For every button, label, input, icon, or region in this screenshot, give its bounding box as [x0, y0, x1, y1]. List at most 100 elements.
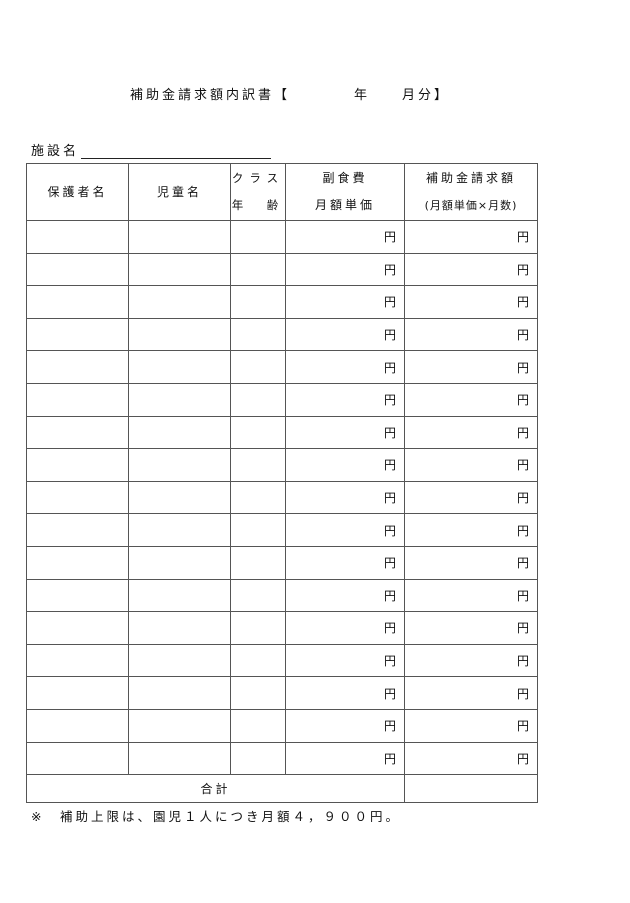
class-age-cell[interactable]: [230, 317, 286, 352]
fee-cell[interactable]: 円: [285, 708, 405, 743]
document-title: 補助金請求額内訳書【 年 月分】: [129, 88, 450, 103]
claim-cell[interactable]: 円: [404, 252, 538, 287]
fee-cell[interactable]: 円: [285, 317, 405, 352]
fee-cell[interactable]: 円: [285, 480, 405, 515]
child-cell[interactable]: [128, 643, 231, 678]
class-age-cell[interactable]: [230, 741, 286, 776]
child-cell[interactable]: [128, 317, 231, 352]
child-cell[interactable]: [128, 448, 231, 482]
child-cell[interactable]: [128, 676, 231, 710]
guardian-cell[interactable]: [26, 578, 129, 613]
claim-cell[interactable]: 円: [404, 415, 538, 450]
guardian-cell[interactable]: [26, 708, 129, 743]
class-age-cell[interactable]: [230, 643, 286, 678]
fee-cell[interactable]: 円: [285, 741, 405, 776]
child-cell[interactable]: [128, 220, 231, 254]
claim-cell[interactable]: 円: [404, 382, 538, 417]
fee-cell[interactable]: 円: [285, 350, 405, 384]
guardian-cell[interactable]: [26, 611, 129, 645]
header-child: 児童名: [128, 163, 231, 221]
class-age-cell[interactable]: [230, 676, 286, 710]
guardian-cell[interactable]: [26, 415, 129, 450]
child-cell[interactable]: [128, 513, 231, 547]
guardian-cell[interactable]: [26, 285, 129, 319]
claim-cell[interactable]: 円: [404, 285, 538, 319]
fee-cell[interactable]: 円: [285, 252, 405, 287]
claim-cell[interactable]: 円: [404, 741, 538, 776]
guardian-cell[interactable]: [26, 448, 129, 482]
fee-cell[interactable]: 円: [285, 382, 405, 417]
guardian-cell[interactable]: [26, 513, 129, 547]
child-cell[interactable]: [128, 285, 231, 319]
claim-cell[interactable]: 円: [404, 220, 538, 254]
table-row: 円円: [26, 578, 538, 613]
claim-cell[interactable]: 円: [404, 545, 538, 580]
class-age-cell[interactable]: [230, 220, 286, 254]
class-age-cell[interactable]: [230, 285, 286, 319]
fee-cell[interactable]: 円: [285, 415, 405, 450]
guardian-cell[interactable]: [26, 382, 129, 417]
table-row: 円円: [26, 545, 538, 580]
claim-cell[interactable]: 円: [404, 480, 538, 515]
guardian-cell[interactable]: [26, 252, 129, 287]
guardian-cell[interactable]: [26, 480, 129, 515]
class-age-cell[interactable]: [230, 708, 286, 743]
claim-cell[interactable]: 円: [404, 708, 538, 743]
child-cell[interactable]: [128, 415, 231, 450]
total-value-cell[interactable]: [404, 774, 538, 804]
class-age-cell[interactable]: [230, 252, 286, 287]
header-guardian: 保護者名: [26, 163, 129, 221]
table-row: 円円: [26, 708, 538, 743]
guardian-cell[interactable]: [26, 676, 129, 710]
class-age-cell[interactable]: [230, 578, 286, 613]
fee-cell[interactable]: 円: [285, 285, 405, 319]
guardian-cell[interactable]: [26, 643, 129, 678]
child-cell[interactable]: [128, 350, 231, 384]
class-age-cell[interactable]: [230, 545, 286, 580]
class-age-cell[interactable]: [230, 513, 286, 547]
class-age-cell[interactable]: [230, 382, 286, 417]
guardian-cell[interactable]: [26, 220, 129, 254]
fee-cell[interactable]: 円: [285, 611, 405, 645]
child-cell[interactable]: [128, 252, 231, 287]
table-row: 円円: [26, 350, 538, 384]
claim-cell[interactable]: 円: [404, 676, 538, 710]
child-cell[interactable]: [128, 611, 231, 645]
claim-cell[interactable]: 円: [404, 448, 538, 482]
table-row: 円円: [26, 643, 538, 678]
claim-cell[interactable]: 円: [404, 350, 538, 384]
class-age-cell[interactable]: [230, 480, 286, 515]
fee-cell[interactable]: 円: [285, 578, 405, 613]
guardian-cell[interactable]: [26, 741, 129, 776]
claim-cell[interactable]: 円: [404, 317, 538, 352]
facility-name-input[interactable]: [81, 144, 272, 159]
guardian-cell[interactable]: [26, 545, 129, 580]
fee-cell[interactable]: 円: [285, 676, 405, 710]
fee-cell[interactable]: 円: [285, 513, 405, 547]
child-cell[interactable]: [128, 578, 231, 613]
table-row: 円円: [26, 480, 538, 515]
guardian-cell[interactable]: [26, 350, 129, 384]
child-cell[interactable]: [128, 708, 231, 743]
child-cell[interactable]: [128, 741, 231, 776]
claim-cell[interactable]: 円: [404, 513, 538, 547]
claim-cell[interactable]: 円: [404, 611, 538, 645]
claim-cell[interactable]: 円: [404, 643, 538, 678]
class-age-cell[interactable]: [230, 448, 286, 482]
child-cell[interactable]: [128, 480, 231, 515]
class-age-cell[interactable]: [230, 415, 286, 450]
table-row: 円円: [26, 741, 538, 776]
footnote: ※ 補助上限は、園児１人につき月額４，９００円。: [31, 809, 401, 824]
child-cell[interactable]: [128, 382, 231, 417]
guardian-cell[interactable]: [26, 317, 129, 352]
fee-cell[interactable]: 円: [285, 643, 405, 678]
header-claim-formula: (月額単価×月数): [424, 199, 518, 212]
fee-cell[interactable]: 円: [285, 220, 405, 254]
child-cell[interactable]: [128, 545, 231, 580]
class-age-cell[interactable]: [230, 350, 286, 384]
fee-cell[interactable]: 円: [285, 545, 405, 580]
claim-cell[interactable]: 円: [404, 578, 538, 613]
total-row: 合計: [26, 774, 538, 804]
fee-cell[interactable]: 円: [285, 448, 405, 482]
class-age-cell[interactable]: [230, 611, 286, 645]
